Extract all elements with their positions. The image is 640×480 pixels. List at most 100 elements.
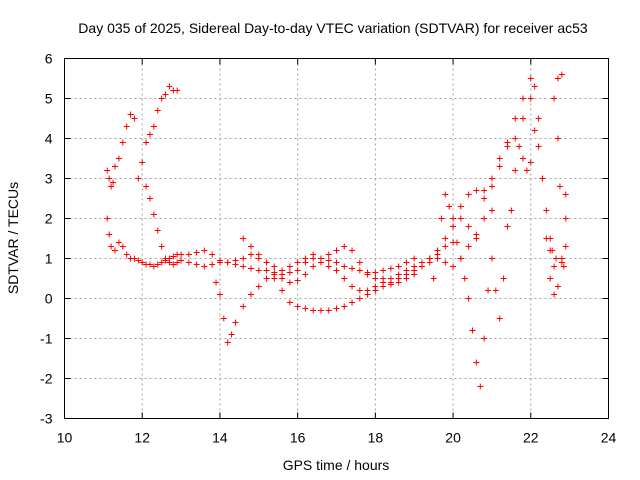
data-point: [166, 83, 173, 90]
data-point: [248, 251, 255, 258]
data-point: [139, 259, 146, 266]
data-point: [411, 263, 418, 270]
data-point: [504, 139, 511, 146]
data-point: [380, 283, 387, 290]
data-point: [232, 319, 239, 326]
data-point: [263, 267, 270, 274]
data-point: [119, 139, 126, 146]
data-point: [302, 305, 309, 312]
data-point: [178, 257, 185, 264]
data-point: [554, 283, 561, 290]
data-point: [364, 291, 371, 298]
data-point: [395, 263, 402, 270]
data-point: [465, 295, 472, 302]
data-point: [520, 95, 527, 102]
data-point: [185, 251, 192, 258]
data-point: [554, 75, 561, 82]
data-point: [112, 163, 119, 170]
data-point: [279, 267, 286, 274]
data-point: [310, 307, 317, 314]
y-tick-label: 4: [45, 131, 53, 147]
data-point: [127, 111, 134, 118]
data-point: [442, 235, 449, 242]
data-point: [523, 167, 530, 174]
data-point: [411, 271, 418, 278]
x-tick-label: 16: [290, 430, 306, 446]
data-point: [248, 291, 255, 298]
data-point: [562, 215, 569, 222]
data-point: [135, 175, 142, 182]
data-point: [395, 279, 402, 286]
x-axis-label: GPS time / hours: [283, 457, 390, 473]
y-axis-label: SDTVAR / TECUs: [5, 182, 21, 294]
data-point: [520, 115, 527, 122]
data-point: [469, 327, 476, 334]
chart-title: Day 035 of 2025, Sidereal Day-to-day VTE…: [78, 20, 588, 36]
data-point: [104, 167, 111, 174]
data-point: [512, 115, 519, 122]
data-point: [356, 267, 363, 274]
data-point: [110, 179, 117, 186]
data-point: [446, 203, 453, 210]
data-point: [106, 175, 113, 182]
data-point: [349, 283, 356, 290]
y-tick-label: -1: [40, 331, 53, 347]
grid: [64, 58, 609, 419]
data-point: [333, 305, 340, 312]
data-point: [477, 383, 484, 390]
series-track-i: [547, 135, 569, 270]
data-point: [356, 295, 363, 302]
data-point: [508, 207, 515, 214]
data-point: [240, 255, 247, 262]
data-point: [558, 71, 565, 78]
y-axis: -3 -2 -1 0 1 2 3 4 5 6: [40, 51, 609, 427]
data-point: [232, 257, 239, 264]
x-axis: 10 12 14 16 18 20 22 24: [57, 58, 617, 446]
data-point: [158, 95, 165, 102]
data-point: [457, 203, 464, 210]
data-point: [310, 255, 317, 262]
data-point: [551, 291, 558, 298]
data-point: [325, 257, 332, 264]
data-point: [372, 275, 379, 282]
x-tick-label: 10: [57, 430, 73, 446]
data-point: [209, 251, 216, 258]
x-tick-label: 12: [134, 430, 150, 446]
data-point: [411, 255, 418, 262]
data-point: [154, 261, 161, 268]
data-point: [438, 215, 445, 222]
data-point: [294, 277, 301, 284]
data-point: [527, 95, 534, 102]
y-tick-label: 5: [45, 91, 53, 107]
data-point: [150, 263, 157, 270]
data-point: [380, 267, 387, 274]
data-point: [535, 115, 542, 122]
data-point: [154, 107, 161, 114]
data-point: [430, 275, 437, 282]
data-point: [531, 83, 538, 90]
data-point: [286, 269, 293, 276]
data-point: [465, 191, 472, 198]
data-point: [106, 231, 113, 238]
data-point: [286, 263, 293, 270]
data-point: [325, 251, 332, 258]
data-point: [558, 255, 565, 262]
data-point: [364, 271, 371, 278]
data-point: [442, 259, 449, 266]
x-tick-label: 24: [601, 430, 617, 446]
data-point: [178, 251, 185, 258]
data-point: [146, 195, 153, 202]
data-point: [356, 259, 363, 266]
data-point: [131, 255, 138, 262]
data-point: [442, 243, 449, 250]
data-point: [556, 183, 563, 190]
data-point: [481, 187, 488, 194]
x-tick-label: 18: [368, 430, 384, 446]
data-point: [551, 263, 558, 270]
data-point: [248, 243, 255, 250]
data-point: [481, 335, 488, 342]
data-point: [512, 167, 519, 174]
data-point: [496, 163, 503, 170]
data-point: [294, 259, 301, 266]
data-point: [554, 135, 561, 142]
